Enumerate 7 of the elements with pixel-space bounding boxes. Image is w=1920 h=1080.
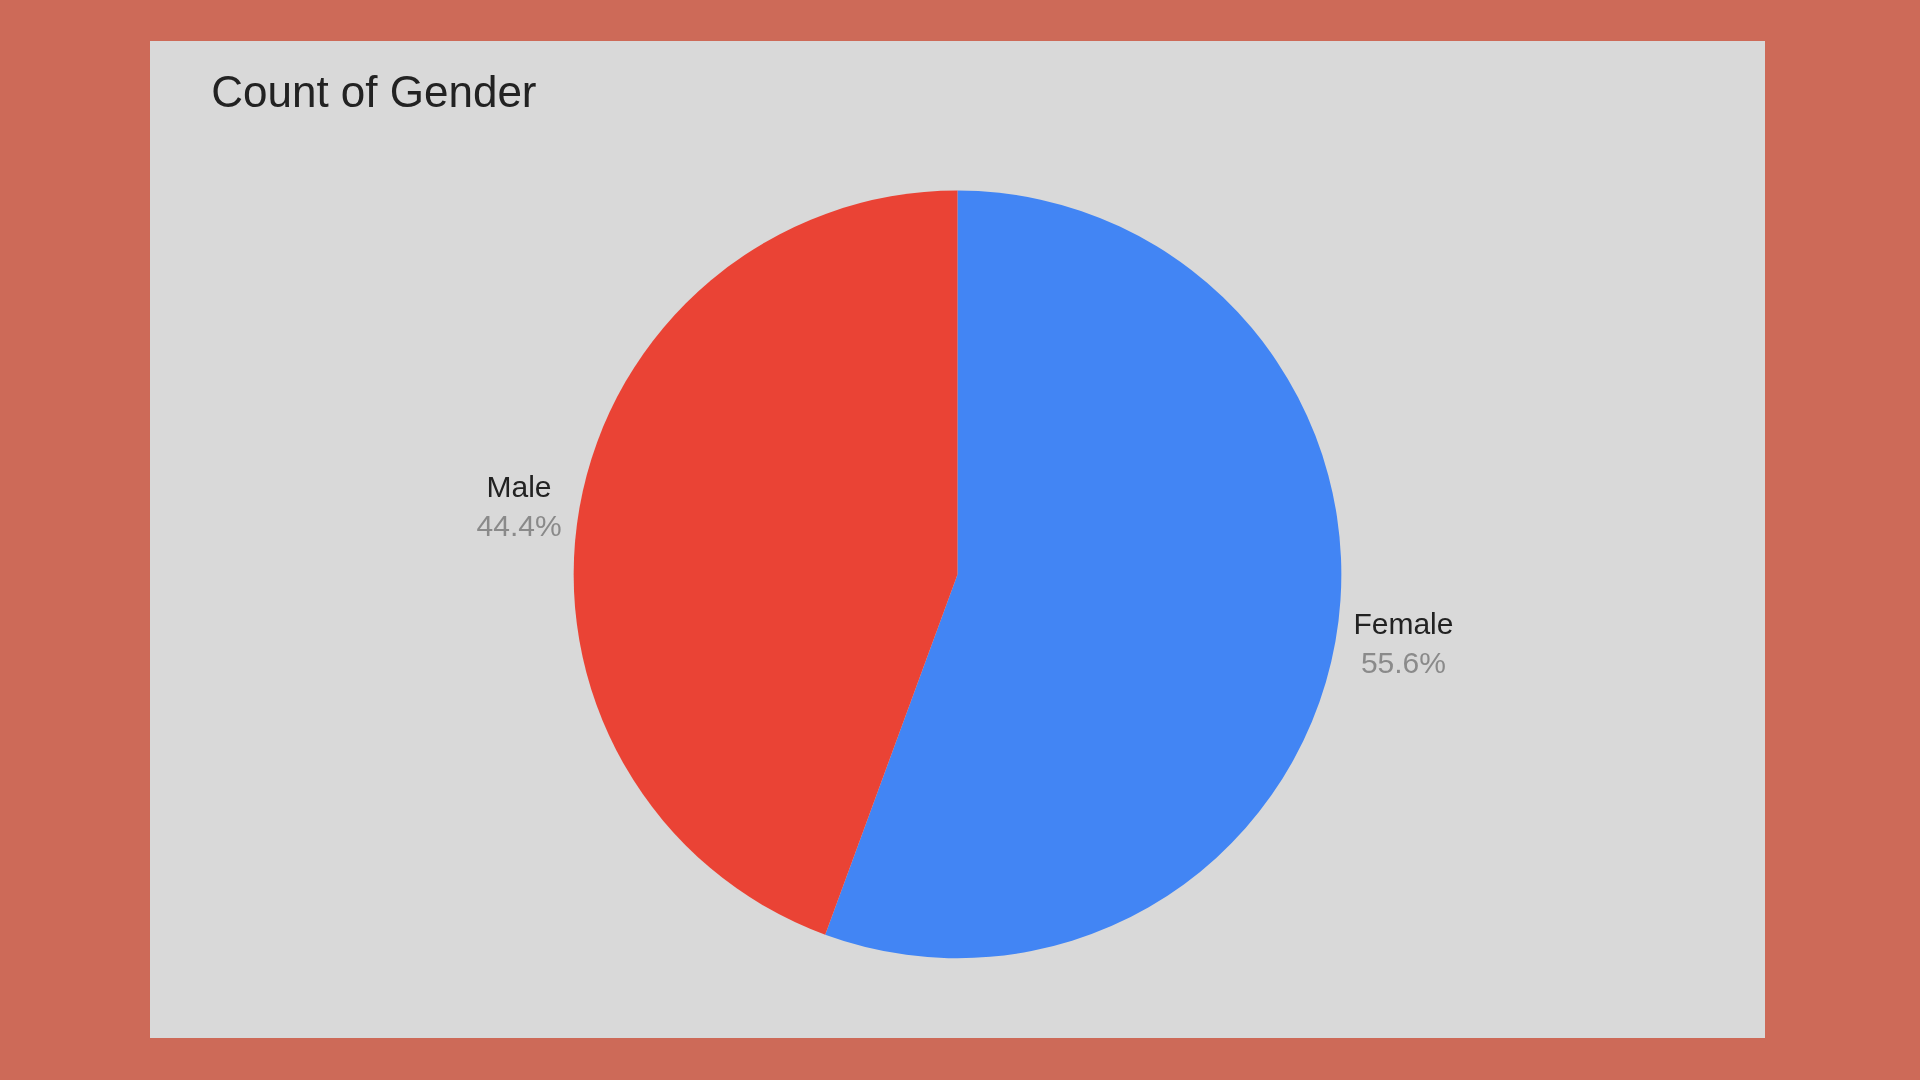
chart-title: Count of Gender — [211, 67, 537, 117]
data-label: 55.6% — [1360, 645, 1446, 679]
pie-slice — [825, 190, 1342, 958]
pie-slice — [574, 190, 958, 935]
data-label: 44.4% — [476, 509, 562, 543]
slice-label: Male — [486, 470, 552, 504]
slice-label: Female — [1353, 606, 1454, 640]
